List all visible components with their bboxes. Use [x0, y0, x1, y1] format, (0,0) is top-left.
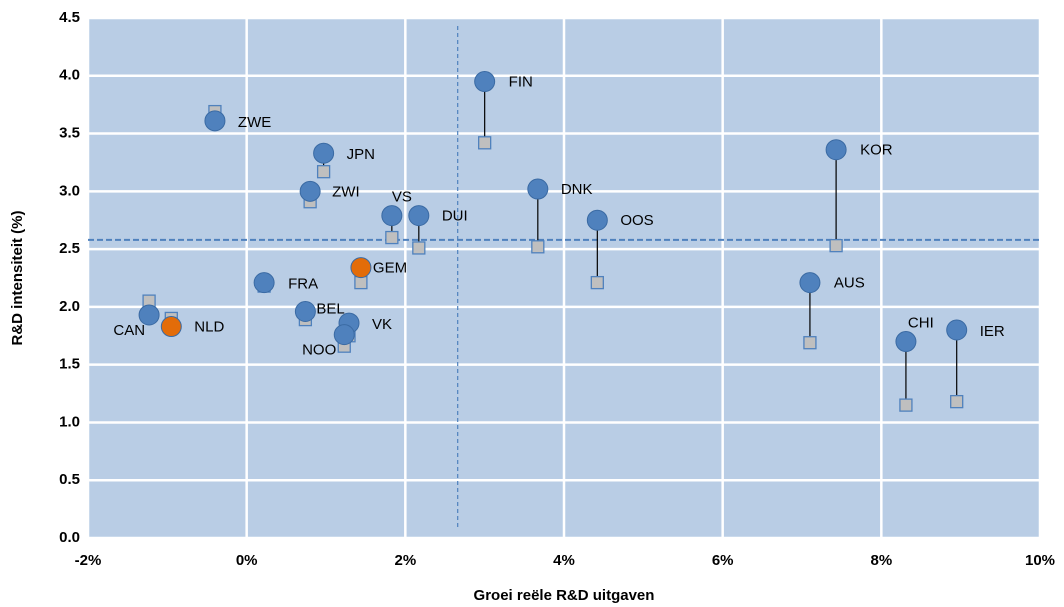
point-label: IER [980, 323, 1005, 340]
previous-value-marker [316, 165, 331, 179]
current-value-marker [333, 324, 355, 346]
point-label: KOR [860, 142, 893, 159]
previous-value-marker [829, 238, 843, 253]
current-value-marker [946, 319, 968, 341]
x-axis-title: Groei reële R&D uitgaven [474, 587, 655, 604]
current-value-marker [204, 110, 226, 132]
current-value-marker [350, 257, 372, 279]
point-label: ZWI [332, 183, 360, 200]
current-value-marker [253, 272, 275, 294]
current-value-marker [825, 139, 847, 161]
previous-value-marker [385, 230, 399, 245]
current-value-marker [527, 178, 549, 200]
current-value-marker [160, 316, 182, 338]
point-label: VK [372, 316, 392, 333]
current-value-marker [381, 205, 403, 227]
x-tick-label: 0% [236, 552, 258, 569]
x-tick-label: -2% [75, 552, 102, 569]
previous-value-marker [531, 240, 545, 254]
x-tick-label: 4% [553, 552, 575, 569]
previous-value-marker [590, 275, 604, 290]
current-value-marker [138, 304, 160, 326]
x-tick-label: 10% [1025, 552, 1055, 569]
y-tick-label: 1.5 [59, 356, 80, 373]
y-tick-label: 3.0 [59, 182, 80, 199]
point-label: FRA [288, 276, 318, 293]
point-label: OOS [620, 212, 653, 229]
current-value-marker [586, 209, 608, 231]
point-label: NOO [302, 342, 336, 359]
previous-value-marker [950, 394, 964, 409]
point-label: BEL [316, 300, 344, 317]
y-tick-label: 2.0 [59, 298, 80, 315]
current-value-marker [313, 142, 335, 164]
point-label: DUI [442, 208, 468, 225]
point-label: NLD [194, 319, 224, 336]
current-value-marker [474, 71, 496, 93]
point-label: DNK [561, 181, 593, 198]
previous-value-marker [803, 336, 817, 350]
point-label: GEM [373, 260, 407, 277]
current-value-marker [299, 180, 321, 202]
y-tick-label: 0.0 [59, 529, 80, 546]
point-label: CHI [908, 315, 934, 332]
y-axis-title: R&D intensiteit (%) [9, 210, 26, 345]
y-tick-label: 3.5 [59, 125, 80, 142]
point-label: AUS [834, 275, 865, 292]
point-label: ZWE [238, 114, 271, 131]
x-tick-label: 6% [712, 552, 734, 569]
current-value-marker [294, 301, 316, 323]
y-tick-label: 4.0 [59, 67, 80, 84]
point-label: VS [392, 189, 412, 206]
x-tick-label: 2% [394, 552, 416, 569]
current-value-marker [799, 272, 821, 294]
previous-value-marker [354, 275, 368, 290]
current-value-marker [895, 331, 917, 353]
previous-value-marker [899, 398, 913, 412]
y-tick-label: 0.5 [59, 471, 80, 488]
y-tick-label: 2.5 [59, 240, 80, 257]
point-label: FIN [509, 74, 533, 91]
y-tick-label: 1.0 [59, 413, 80, 430]
y-tick-label: 4.5 [59, 9, 80, 26]
point-label: JPN [347, 146, 375, 163]
point-label: CAN [113, 322, 145, 339]
current-value-marker [408, 205, 430, 227]
x-tick-label: 8% [870, 552, 892, 569]
previous-value-marker [412, 241, 426, 255]
previous-value-marker [478, 136, 492, 150]
